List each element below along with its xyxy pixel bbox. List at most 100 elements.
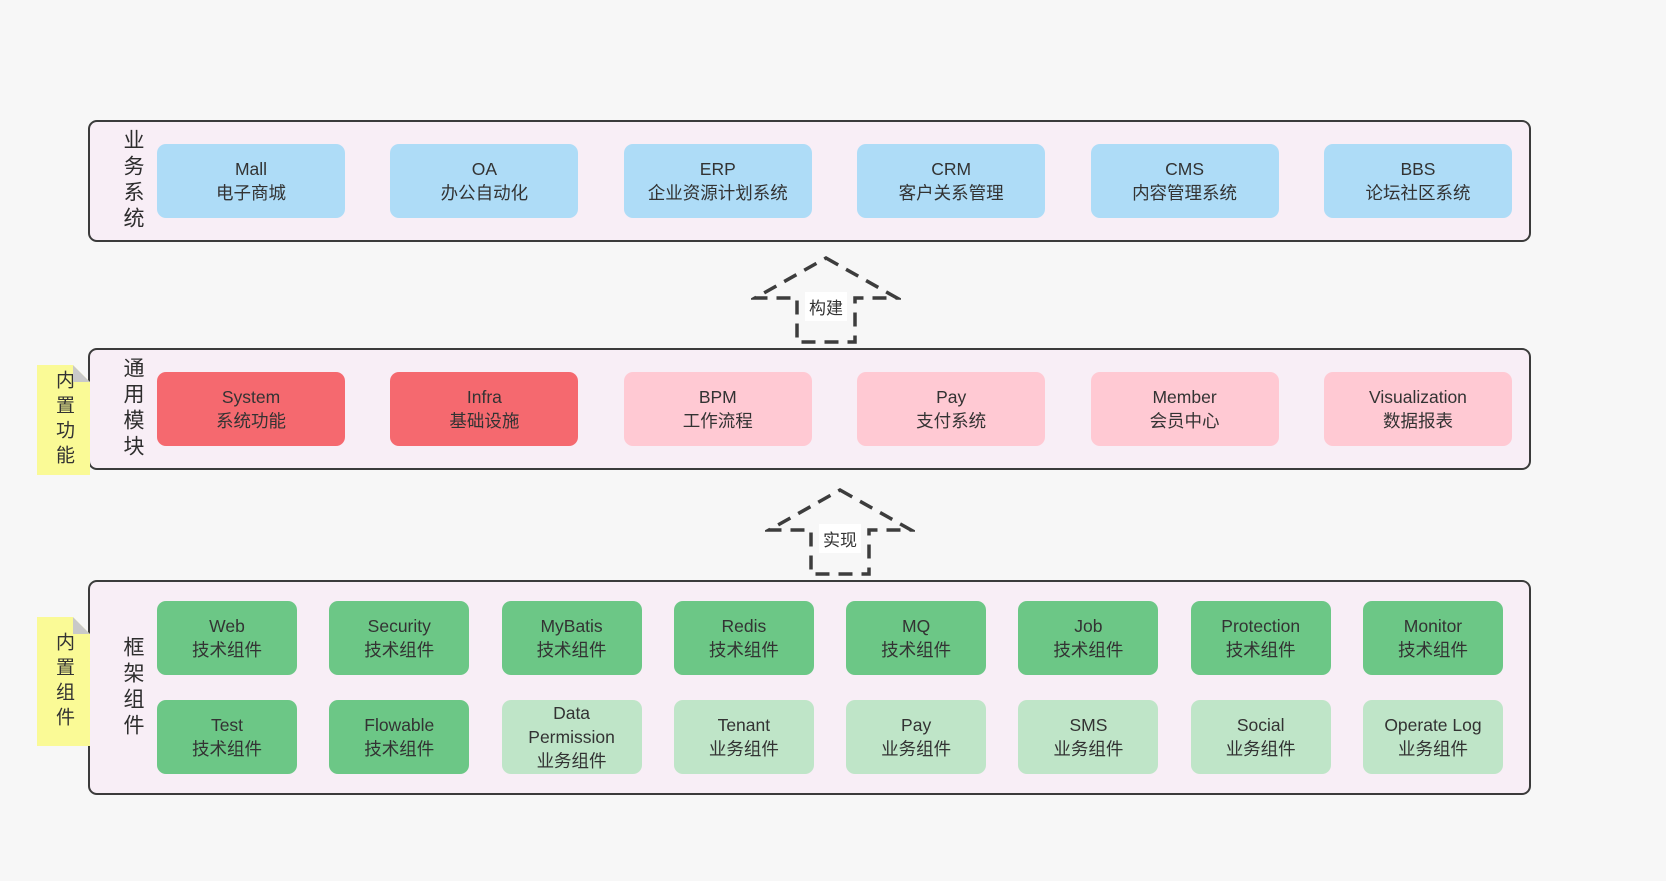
box-subtitle: 客户关系管理 xyxy=(898,183,1004,203)
box-subtitle: 技术组件 xyxy=(192,739,262,759)
box-name: Security xyxy=(367,615,431,636)
sticky-label: 内置组件 xyxy=(53,631,74,732)
box-pay-module: Pay 支付系统 xyxy=(857,372,1046,446)
box-name: CMS xyxy=(1165,158,1204,179)
layer-label-business: 业务系统 xyxy=(121,129,144,233)
box-subtitle: 办公自动化 xyxy=(440,183,529,203)
box-member: Member 会员中心 xyxy=(1090,372,1279,446)
box-name: Test xyxy=(210,714,244,735)
up-arrow-icon xyxy=(765,487,915,576)
box-subtitle: 技术组件 xyxy=(364,640,435,660)
box-name: SMS xyxy=(1069,714,1108,735)
box-subtitle: 技术组件 xyxy=(1225,640,1296,660)
box-name: CRM xyxy=(931,158,972,179)
box-subtitle: 业务组件 xyxy=(881,739,952,759)
box-bbs: BBS 论坛社区系统 xyxy=(1323,144,1512,218)
dashed-up-arrow-implement: 实现 xyxy=(765,486,915,578)
box-subtitle: 工作流程 xyxy=(682,411,753,431)
box-name: Visualization xyxy=(1368,386,1467,407)
box-subtitle: 技术组件 xyxy=(708,640,779,660)
sticky-note-built-in-functions: 内置功能 xyxy=(37,365,90,475)
box-job: Job 技术组件 xyxy=(1018,601,1159,675)
layer-framework-components: 框架组件 Web 技术组件 Security 技术组件 MyBatis 技术组件… xyxy=(88,580,1531,795)
box-sms: SMS 业务组件 xyxy=(1018,700,1159,774)
box-name: Member xyxy=(1152,386,1217,407)
box-name: MQ xyxy=(902,615,931,636)
box-name: OA xyxy=(471,158,498,179)
box-pay-component: Pay 业务组件 xyxy=(846,700,987,774)
box-subtitle: 业务组件 xyxy=(1397,739,1468,759)
box-flowable: Flowable 技术组件 xyxy=(329,700,470,774)
box-social: Social 业务组件 xyxy=(1190,700,1331,774)
box-mall: Mall 电子商城 xyxy=(157,144,345,218)
business-boxes: Mall 电子商城 OA 办公自动化 ERP 企业资源计划系统 CRM 客户关系… xyxy=(143,144,1529,218)
box-subtitle: 数据报表 xyxy=(1382,411,1453,431)
box-subtitle: 支付系统 xyxy=(916,411,987,431)
box-name: Web xyxy=(209,615,245,636)
framework-row-1: Web 技术组件 Security 技术组件 MyBatis 技术组件 Redi… xyxy=(157,601,1503,675)
box-cms: CMS 内容管理系统 xyxy=(1090,144,1279,218)
box-mybatis: MyBatis 技术组件 xyxy=(501,601,642,675)
box-visualization: Visualization 数据报表 xyxy=(1323,372,1512,446)
arrow-label-implement: 实现 xyxy=(819,524,861,553)
box-name: Operate Log xyxy=(1384,714,1482,735)
box-infra: Infra 基础设施 xyxy=(390,372,579,446)
box-subtitle: 论坛社区系统 xyxy=(1365,183,1471,203)
box-erp: ERP 企业资源计划系统 xyxy=(623,144,812,218)
box-name: Tenant xyxy=(717,714,771,735)
layer-common-modules: 通用模块 System 系统功能 Infra 基础设施 BPM 工作流程 Pay… xyxy=(88,348,1531,470)
box-name: Data Permission xyxy=(528,702,615,747)
box-subtitle: 系统功能 xyxy=(216,411,286,431)
box-name: ERP xyxy=(699,158,736,179)
box-subtitle: 会员中心 xyxy=(1149,411,1220,431)
dashed-up-arrow-build: 构建 xyxy=(751,254,901,346)
box-subtitle: 技术组件 xyxy=(881,640,952,660)
box-subtitle: 技术组件 xyxy=(364,739,435,759)
box-subtitle: 业务组件 xyxy=(1225,739,1296,759)
box-subtitle: 电子商城 xyxy=(216,183,286,203)
box-crm: CRM 客户关系管理 xyxy=(857,144,1046,218)
box-subtitle: 基础设施 xyxy=(449,411,520,431)
box-mq: MQ 技术组件 xyxy=(846,601,987,675)
box-test: Test 技术组件 xyxy=(157,700,297,774)
box-oa: OA 办公自动化 xyxy=(390,144,579,218)
box-protection: Protection 技术组件 xyxy=(1190,601,1331,675)
box-name: Job xyxy=(1074,615,1103,636)
layer-label-modules: 通用模块 xyxy=(121,357,144,461)
box-security: Security 技术组件 xyxy=(329,601,470,675)
box-subtitle: 企业资源计划系统 xyxy=(647,183,788,203)
box-subtitle: 内容管理系统 xyxy=(1132,183,1238,203)
box-operate-log: Operate Log 业务组件 xyxy=(1362,700,1503,774)
sticky-note-built-in-components: 内置组件 xyxy=(37,617,90,746)
box-web: Web 技术组件 xyxy=(157,601,297,675)
sticky-label: 内置功能 xyxy=(53,370,74,470)
box-name: Flowable xyxy=(364,714,435,735)
box-name: Protection xyxy=(1221,615,1301,636)
box-name: Mall xyxy=(234,158,268,179)
arrow-label-build: 构建 xyxy=(805,292,847,321)
box-name: Infra xyxy=(466,386,502,407)
box-redis: Redis 技术组件 xyxy=(673,601,814,675)
framework-rows: Web 技术组件 Security 技术组件 MyBatis 技术组件 Redi… xyxy=(143,601,1529,774)
box-subtitle: 业务组件 xyxy=(708,739,779,759)
box-tenant: Tenant 业务组件 xyxy=(673,700,814,774)
box-system: System 系统功能 xyxy=(157,372,345,446)
box-subtitle: 业务组件 xyxy=(1053,739,1124,759)
box-name: Redis xyxy=(721,615,767,636)
box-subtitle: 技术组件 xyxy=(1397,640,1468,660)
box-name: System xyxy=(221,386,281,407)
box-name: Social xyxy=(1236,714,1285,735)
box-bpm: BPM 工作流程 xyxy=(623,372,812,446)
box-name: BBS xyxy=(1400,158,1436,179)
box-name: Pay xyxy=(901,714,932,735)
module-boxes: System 系统功能 Infra 基础设施 BPM 工作流程 Pay 支付系统… xyxy=(143,372,1529,446)
box-name: MyBatis xyxy=(540,615,603,636)
box-data-permission: Data Permission 业务组件 xyxy=(501,700,642,774)
box-name: Pay xyxy=(936,386,967,407)
box-subtitle: 技术组件 xyxy=(536,640,607,660)
layer-business-systems: 业务系统 Mall 电子商城 OA 办公自动化 ERP 企业资源计划系统 CRM… xyxy=(88,120,1531,242)
framework-row-2: Test 技术组件 Flowable 技术组件 Data Permission … xyxy=(157,700,1503,774)
box-name: Monitor xyxy=(1403,615,1463,636)
layer-label-framework: 框架组件 xyxy=(121,635,144,740)
up-arrow-icon xyxy=(751,255,901,344)
